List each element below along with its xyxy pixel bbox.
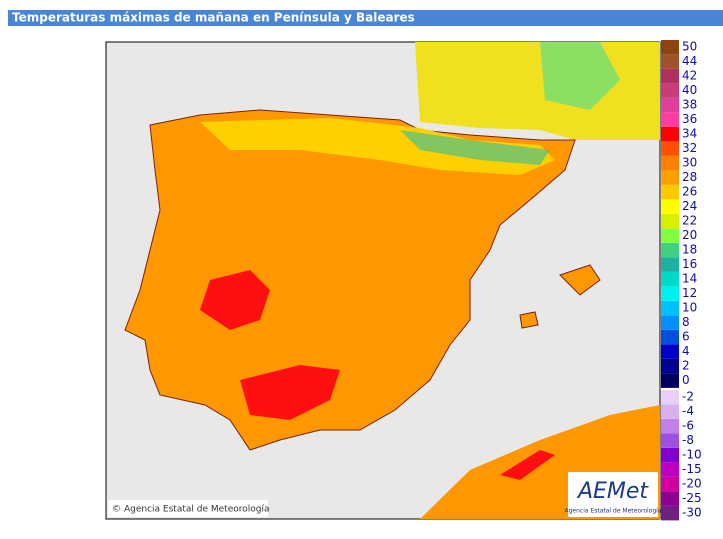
legend-label: 4 (682, 344, 690, 358)
logo-box (568, 472, 658, 517)
legend-label: 42 (682, 69, 697, 83)
legend-swatch (661, 69, 679, 84)
legend-label: -4 (682, 404, 694, 418)
legend-label: 2 (682, 359, 690, 373)
legend-label: 50 (682, 40, 697, 54)
legend-label: 12 (682, 286, 697, 300)
legend-label: 8 (682, 315, 690, 329)
legend-label: -6 (682, 419, 694, 433)
legend-swatch (661, 141, 679, 156)
legend-label: 32 (682, 141, 697, 155)
legend-label: -15 (682, 462, 702, 476)
credit: Agencia Estatal de Meteorología (124, 505, 270, 515)
legend-label: -25 (682, 491, 702, 505)
legend-swatch (661, 127, 679, 142)
legend-label: 14 (682, 272, 697, 286)
legend-swatch (661, 54, 679, 69)
legend-swatch (661, 83, 679, 98)
legend-label: 26 (682, 185, 697, 199)
legend-swatch (661, 506, 679, 521)
credit-box (108, 500, 268, 517)
legend-swatch (661, 359, 679, 374)
legend-swatch (661, 419, 679, 434)
legend-swatch (661, 199, 679, 214)
legend-label: -8 (682, 433, 694, 447)
legend-swatch (661, 243, 679, 258)
legend-label: 38 (682, 98, 697, 112)
legend-swatch (661, 433, 679, 448)
legend-label: -2 (682, 390, 694, 404)
map (105, 41, 661, 520)
legend-swatch (661, 257, 679, 272)
legend-label: 40 (682, 83, 697, 97)
legend-label: 28 (682, 170, 697, 184)
legend-swatch (661, 344, 679, 359)
legend-label: 36 (682, 112, 697, 126)
legend-label: -20 (682, 477, 702, 491)
legend-swatch (661, 214, 679, 229)
legend-swatch (661, 330, 679, 345)
legend-swatch (661, 491, 679, 506)
legend-label: 44 (682, 54, 697, 68)
legend: 5044424038363432302826242220181614121086… (661, 40, 702, 521)
legend-label: 16 (682, 257, 697, 271)
legend-swatch (661, 98, 679, 113)
legend-swatch (661, 286, 679, 301)
legend-swatch (661, 185, 679, 200)
legend-label: 34 (682, 127, 697, 141)
legend-label: 6 (682, 330, 690, 344)
legend-label: -10 (682, 448, 702, 462)
legend-swatch (661, 170, 679, 185)
legend-label: 0 (682, 373, 690, 387)
legend-label: 20 (682, 228, 697, 242)
legend-label: 18 (682, 243, 697, 257)
legend-swatch (661, 404, 679, 419)
legend-swatch (661, 301, 679, 316)
legend-swatch (661, 315, 679, 330)
legend-swatch (661, 40, 679, 55)
title: Temperaturas máximas de mañana en Peníns… (12, 11, 415, 25)
legend-swatch (661, 112, 679, 127)
legend-swatch (661, 156, 679, 171)
title-bar (8, 10, 723, 26)
legend-swatch (661, 477, 679, 492)
legend-swatch (661, 272, 679, 287)
copyright-icon: © (112, 505, 121, 515)
logo-subtitle: Agencia Estatal de Meteorología (565, 508, 662, 515)
legend-label: 30 (682, 156, 697, 170)
legend-label: 24 (682, 199, 697, 213)
legend-swatch (661, 228, 679, 243)
legend-label: 22 (682, 214, 697, 228)
logo: AEMet (576, 479, 649, 504)
legend-swatch (661, 390, 679, 405)
legend-label: -30 (682, 506, 702, 520)
legend-swatch (661, 373, 679, 388)
legend-label: 10 (682, 301, 697, 315)
legend-swatch (661, 462, 679, 477)
legend-swatch (661, 448, 679, 463)
